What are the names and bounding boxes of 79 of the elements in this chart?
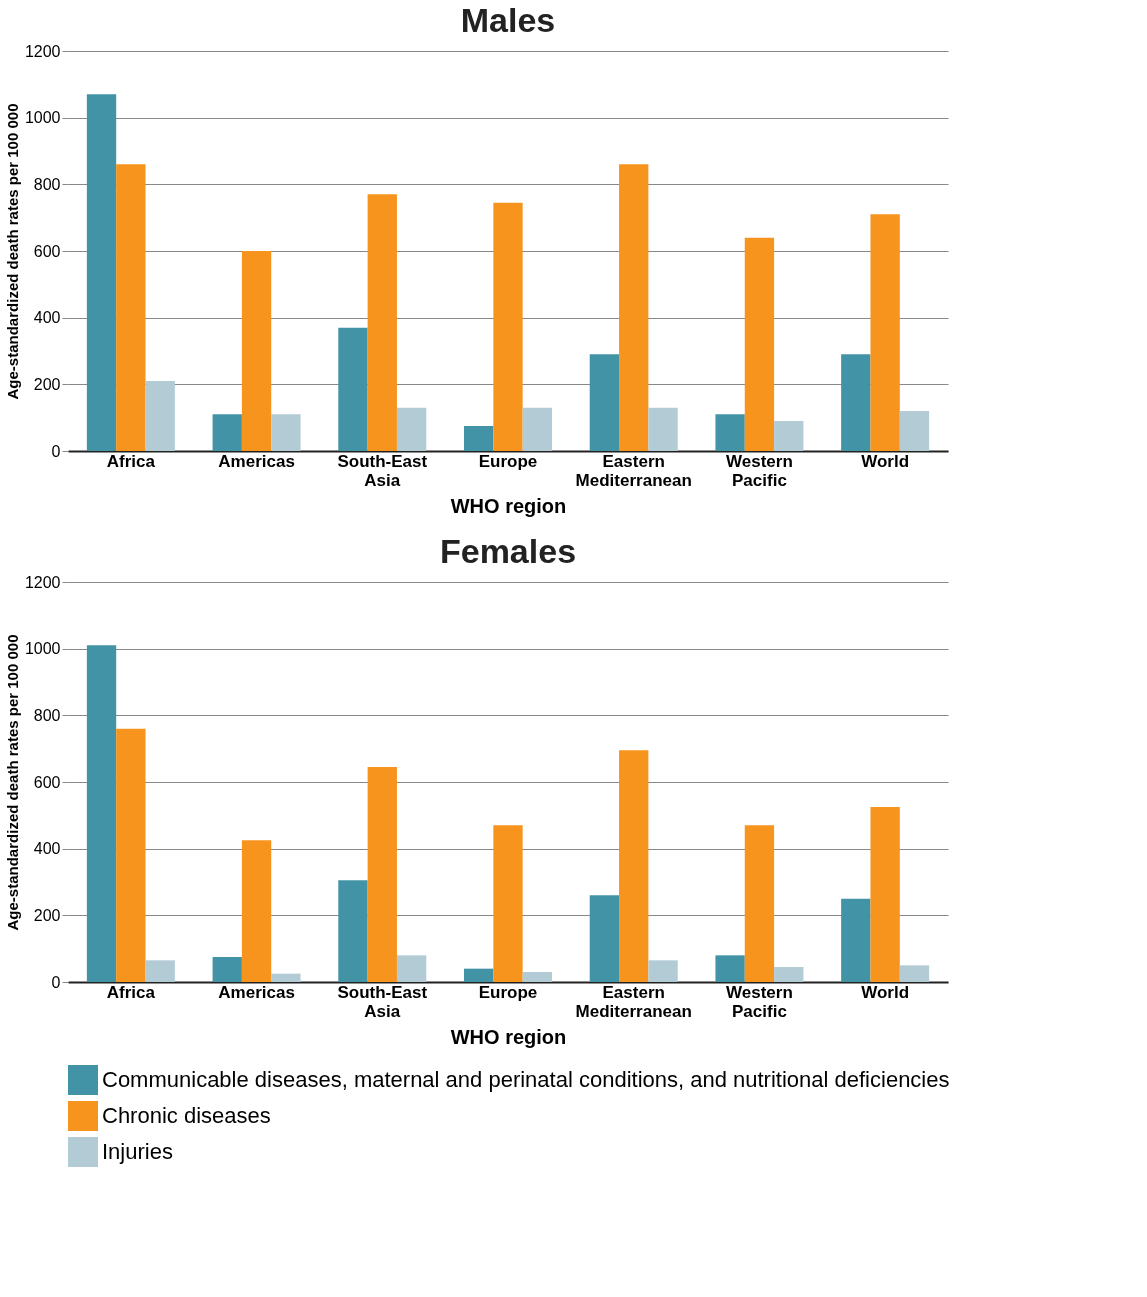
x-tick-label: Eastern Mediterranean — [575, 982, 692, 1021]
y-tick-label: 800 — [33, 706, 61, 724]
y-tick-label: 400 — [33, 840, 61, 858]
bar — [619, 164, 649, 451]
x-tick-label: Africa — [106, 451, 156, 471]
bar — [841, 354, 871, 451]
bar — [493, 825, 523, 982]
y-tick-label: 0 — [51, 973, 61, 991]
bar — [396, 955, 427, 982]
y-tick-label: 800 — [33, 175, 61, 193]
y-tick-label: 200 — [33, 375, 61, 393]
bar — [145, 381, 175, 451]
y-tick-label: 600 — [33, 773, 61, 791]
bar — [86, 94, 117, 451]
x-tick-label: Western Pacific — [726, 451, 793, 490]
chart-title: Females — [439, 532, 577, 570]
legend-label: Communicable diseases, maternal and perinatal conditions, and nutritional deficiencies — [102, 1067, 950, 1092]
y-axis-title: Age-standardized death rates per 100 000 — [3, 634, 21, 931]
legend-label: Injuries — [102, 1139, 173, 1164]
bar — [589, 354, 620, 451]
bar — [841, 898, 871, 982]
x-tick-label: World — [861, 982, 910, 1002]
bar — [271, 973, 301, 982]
legend-label: Chronic diseases — [102, 1103, 271, 1128]
y-axis-title: Age-standardized death rates per 100 000 — [3, 103, 21, 400]
y-tick-label: 1200 — [24, 42, 61, 60]
y-tick-label: 0 — [51, 442, 61, 460]
bar — [212, 414, 242, 451]
bar — [145, 960, 175, 982]
bar — [338, 327, 368, 451]
bar — [241, 251, 272, 451]
x-tick-label: South-East Asia — [337, 451, 428, 490]
x-tick-label: World — [861, 451, 910, 471]
x-tick-label: Europe — [478, 451, 538, 471]
bar — [774, 421, 804, 451]
bar — [715, 414, 745, 451]
x-tick-label: Eastern Mediterranean — [575, 451, 692, 490]
bar — [338, 880, 368, 982]
bar — [367, 194, 397, 451]
x-tick-label: Africa — [106, 982, 156, 1002]
y-tick-label: 200 — [33, 906, 61, 924]
x-tick-label: Americas — [218, 982, 295, 1002]
bar — [522, 407, 552, 451]
x-tick-label: Americas — [218, 451, 295, 471]
bar — [589, 895, 620, 982]
x-tick-label: South-East Asia — [337, 982, 428, 1021]
bar — [367, 767, 397, 982]
bar — [396, 407, 427, 451]
bar — [648, 960, 678, 982]
x-tick-label: Western Pacific — [726, 982, 793, 1021]
x-axis-title: WHO region — [450, 494, 567, 517]
chart-title: Males — [460, 1, 556, 39]
bar — [86, 645, 117, 982]
bar — [116, 164, 146, 451]
bar — [648, 407, 678, 451]
bar — [271, 414, 301, 451]
bar — [899, 965, 930, 982]
bar — [116, 728, 146, 982]
bar — [493, 202, 523, 451]
bar — [899, 411, 930, 451]
bar — [744, 237, 775, 451]
y-tick-label: 1200 — [24, 573, 61, 591]
x-tick-label: Europe — [478, 982, 538, 1002]
bar — [464, 426, 494, 451]
y-tick-label: 1000 — [24, 109, 61, 127]
bar — [241, 840, 272, 982]
bar — [870, 214, 900, 451]
x-axis-title: WHO region — [450, 1025, 567, 1048]
bar — [774, 967, 804, 982]
bar — [744, 825, 775, 982]
bar — [619, 750, 649, 982]
bar — [212, 957, 242, 982]
y-tick-label: 1000 — [24, 640, 61, 658]
bar — [870, 807, 900, 982]
bar — [715, 955, 745, 982]
bar — [522, 972, 552, 982]
y-tick-label: 600 — [33, 242, 61, 260]
y-tick-label: 400 — [33, 309, 61, 327]
bar — [464, 968, 494, 982]
